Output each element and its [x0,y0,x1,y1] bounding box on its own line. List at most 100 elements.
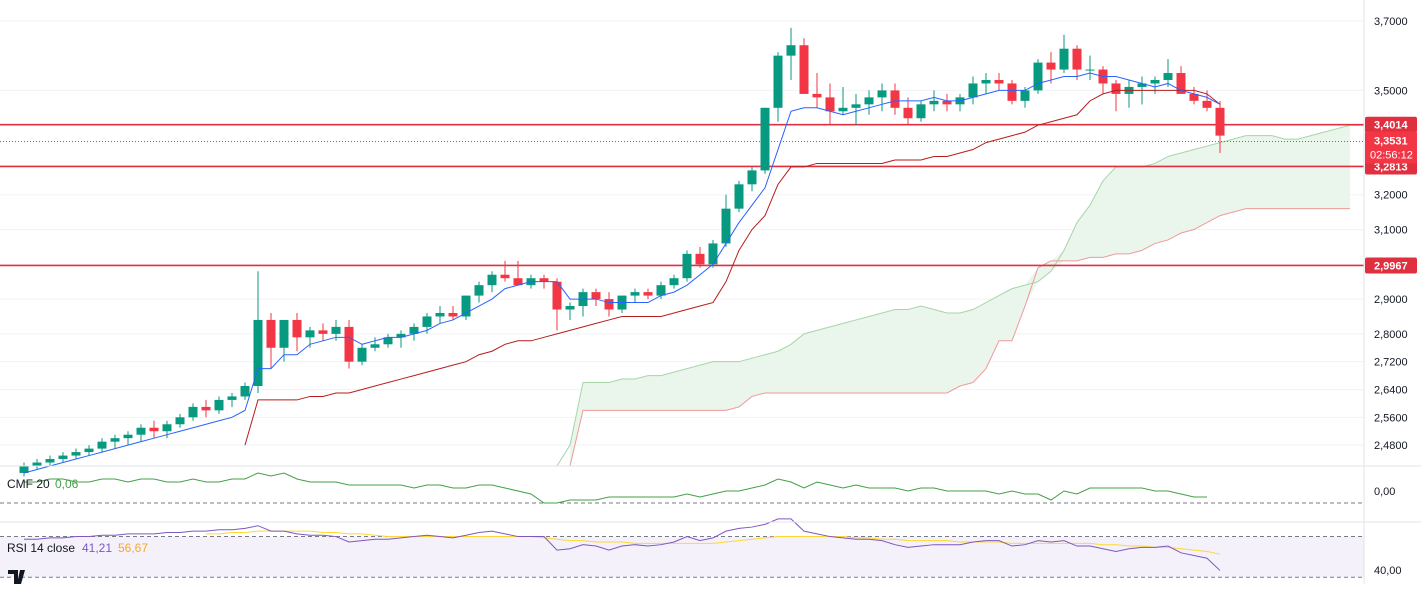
candle-body [331,326,341,334]
candle [994,73,1004,91]
rsi-title: RSI 14 close [7,541,75,555]
candle [708,239,718,268]
price-tick-label: 3,1000 [1374,225,1408,237]
candle-body [747,170,757,185]
candle [838,86,848,115]
candle-body [916,104,926,119]
candle-body [266,319,276,348]
ichimoku-cloud [556,124,1363,467]
candle [565,302,575,320]
rsi-pane [0,518,1364,578]
candle-body [695,253,705,265]
candle-body [825,97,835,112]
rsi-tick-40: 40,00 [1374,565,1402,577]
level-price-tag [1365,116,1417,133]
price-axis: 3,7000 3,5000 3,2000 3,1000 2,9000 2,8000 2,72… [1365,16,1417,452]
candle-body [58,455,68,460]
candle [292,312,302,352]
candle-body [773,55,783,108]
candle-body [838,107,848,112]
candle-body [500,274,510,279]
rsi-ma-value: 56,67 [118,541,148,555]
candle-body [604,299,614,310]
candle-body [318,330,328,334]
level-price-tag [1365,257,1417,274]
candle [1007,79,1017,105]
candle [461,295,471,320]
candle-body [1215,107,1225,136]
candle [955,93,965,112]
candle-body [253,319,263,387]
candle-body [357,347,367,362]
level-lines [0,123,1364,267]
candle-body [630,292,640,296]
candle-body [292,319,302,338]
candle [604,292,614,317]
candle [968,76,978,105]
candle [45,455,55,466]
candle-body [188,406,198,418]
candle [227,392,237,407]
cmf-value: 0,06 [55,477,79,491]
candle [643,288,653,300]
candle-body [539,278,549,282]
candle [1046,52,1056,84]
candle-body [175,417,185,425]
candle-body [1085,69,1095,71]
tradingview-logo-icon[interactable] [8,570,25,584]
tenkan-line [23,72,1221,474]
candle-body [344,326,354,362]
candle-body [71,452,81,456]
candle [149,420,159,439]
candle [1111,79,1121,112]
candle-body [1059,48,1069,70]
candle [1059,34,1069,74]
candle-body [903,107,913,119]
candle [201,399,211,418]
candle-body [1137,83,1147,87]
candle-body [708,243,718,265]
candle [383,333,393,348]
candle [682,250,692,282]
candle-body [669,278,679,286]
candle [396,330,406,348]
candle-body [981,79,991,84]
candle-body [1033,62,1043,91]
candle-body [877,90,887,98]
candle-body [448,312,458,317]
price-tick-label: 2,7200 [1374,357,1408,369]
candle-body [1111,83,1121,94]
candle-body [734,184,744,209]
candle-body [422,316,432,327]
candle [32,459,42,470]
candle [487,271,497,293]
candle-body [84,448,94,453]
candle [669,274,679,289]
level-price-tag-label: 3,2813 [1374,161,1408,173]
candle [825,83,835,126]
candle-body [890,90,900,108]
candle [747,166,757,192]
candle [773,52,783,122]
candle-body [1020,90,1030,101]
candle-body [214,399,224,411]
candle [864,90,874,115]
candle [344,319,354,369]
span-b-line [569,208,1350,467]
candle [1189,86,1199,105]
cmf-tick-0: 0,00 [1374,486,1395,498]
span-a-line [556,124,1363,467]
candle [617,295,627,313]
candle [19,462,29,477]
candle [578,288,588,317]
candle [786,27,796,80]
candle-body [32,462,42,466]
candle-body [305,330,315,338]
candle [903,97,913,126]
rsi-ma-line [206,530,1221,555]
candle-body [370,344,380,348]
candle [435,306,445,324]
candle-body [97,441,107,449]
